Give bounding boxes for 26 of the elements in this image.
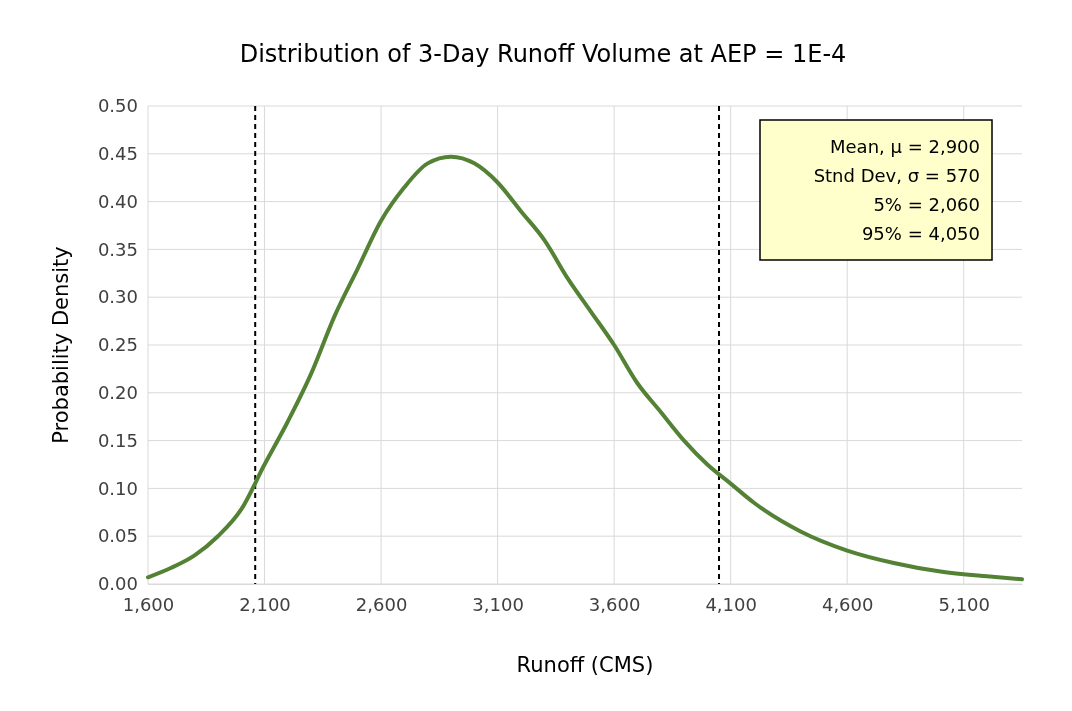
x-axis-title: Runoff (CMS) [516,653,654,677]
y-tick-label: 0.20 [97,382,138,404]
x-tick-label: 2,100 [239,593,291,615]
x-tick-label: 5,100 [938,593,990,615]
x-tick-label: 2,600 [355,593,408,615]
annotation: Stnd Dev, σ = 570 [813,165,980,186]
y-tick-label: 0.50 [97,95,138,117]
y-tick-label: 0.00 [97,573,138,595]
chart-title: Distribution of 3-Day Runoff Volume at AEP = 1E-4 [239,40,847,68]
y-tick-label: 0.15 [97,429,138,451]
y-tick-label: 0.25 [97,334,138,356]
y-tick-label: 0.35 [97,238,138,260]
y-axis-title: Probability Density [49,246,73,444]
x-tick-label: 4,100 [705,593,757,615]
x-tick-label: 3,600 [588,593,641,615]
annotation: Mean, μ = 2,900 [830,136,980,157]
x-tick-label: 3,100 [472,593,524,615]
y-tick-label: 0.05 [97,525,138,547]
annotation: 5% = 2,060 [873,194,980,215]
annotation: 95% = 4,050 [861,223,980,244]
y-tick-label: 0.45 [97,143,138,165]
y-tick-label: 0.10 [97,477,138,499]
x-tick-label: 4,600 [821,593,874,615]
y-tick-label: 0.40 [97,190,138,212]
y-tick-label: 0.30 [97,286,138,308]
x-tick-label: 1,600 [122,593,175,615]
